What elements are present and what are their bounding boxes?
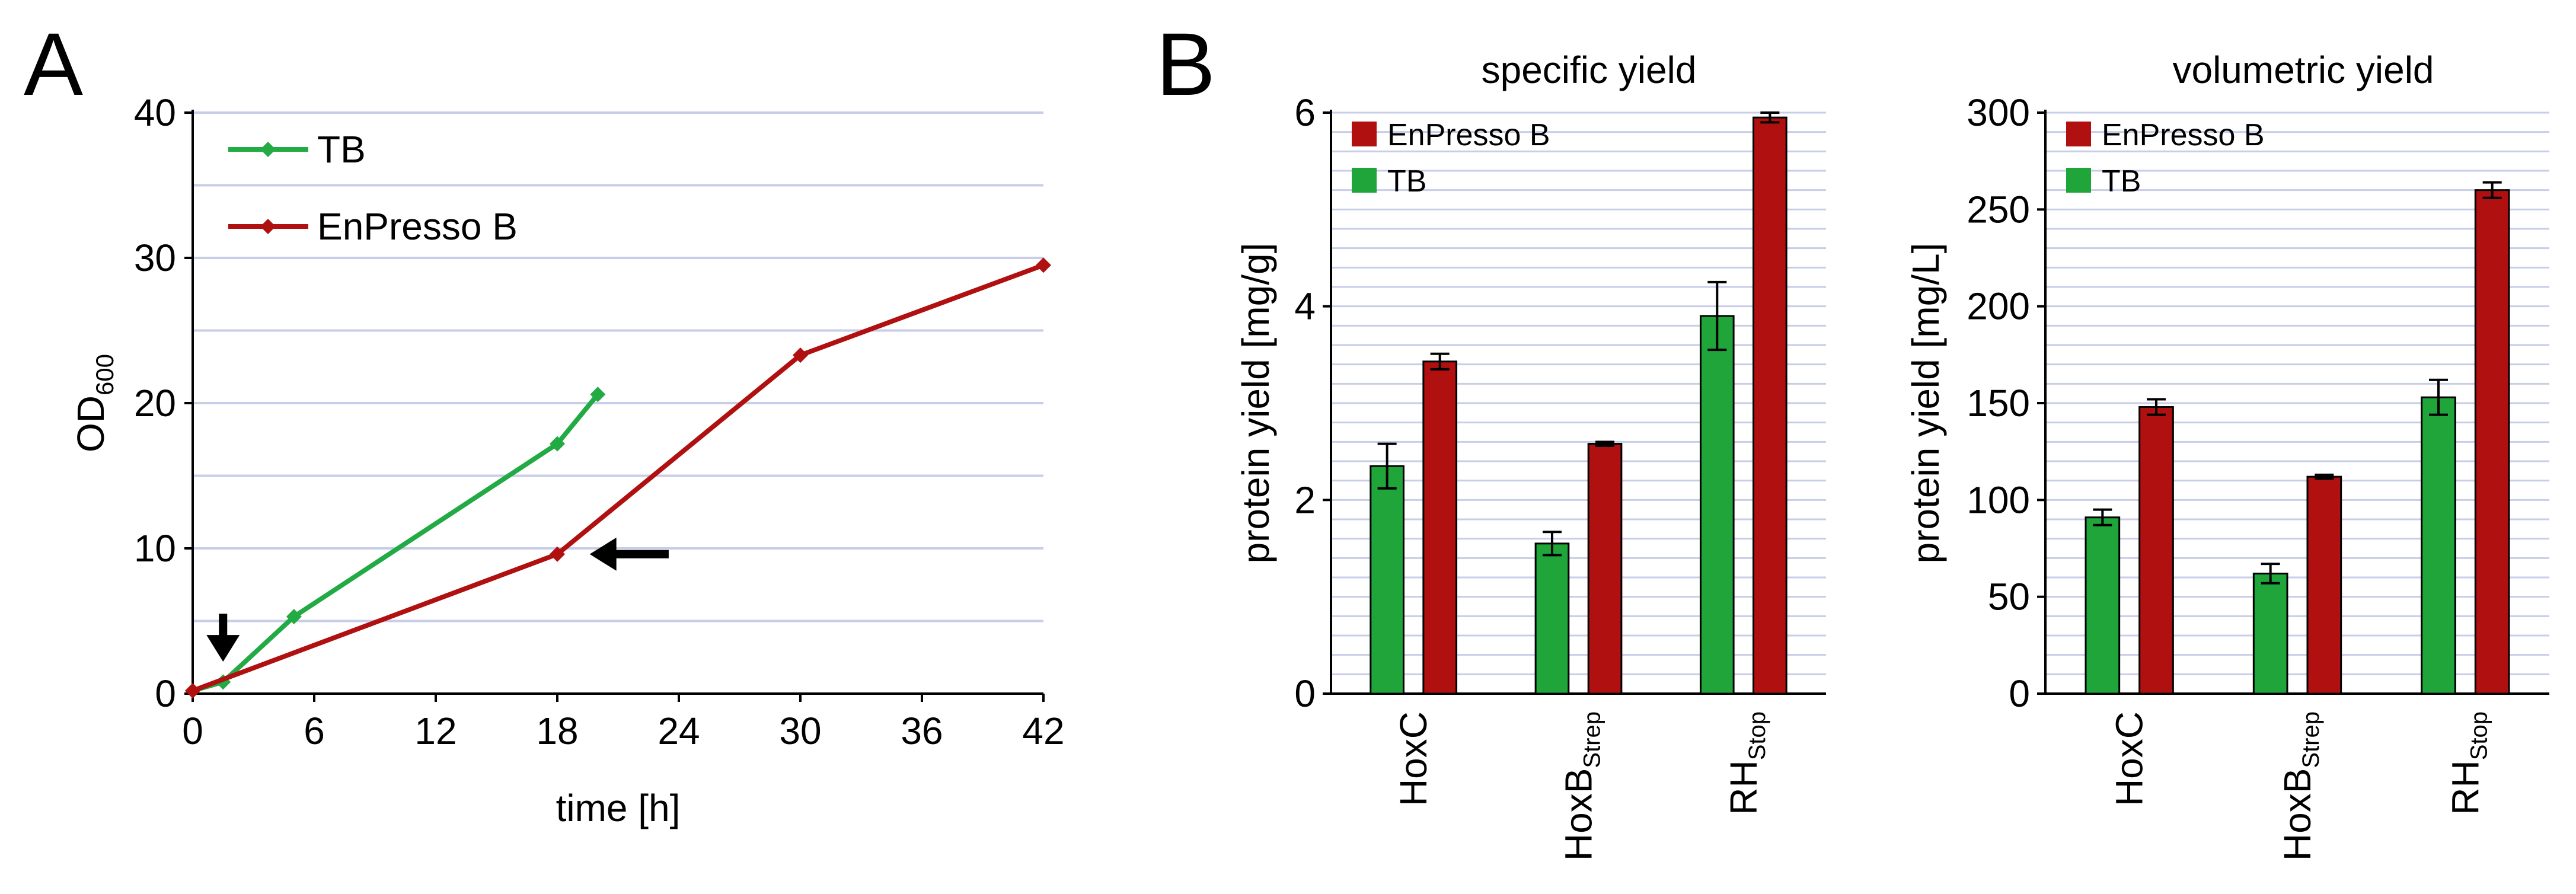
y-tick-label: 0 bbox=[155, 672, 176, 715]
legend-label: EnPresso B bbox=[317, 205, 518, 248]
legend-label: TB bbox=[2102, 164, 2141, 199]
x-axis-title: time [h] bbox=[556, 787, 681, 829]
y-tick-label: 40 bbox=[134, 91, 176, 134]
category-label-main: HoxB bbox=[2276, 768, 2319, 861]
data-point-marker bbox=[550, 436, 565, 452]
category-label-main: HoxB bbox=[1557, 768, 1600, 861]
y-axis-title-subscript: 600 bbox=[91, 354, 119, 395]
data-point-marker bbox=[1036, 257, 1051, 273]
panel-b-volumetric-yield-chart: 0 50 100 150 200 250 300 volumetric yield protei… bbox=[1904, 49, 2549, 861]
bar-enpresso-b bbox=[1587, 443, 1623, 695]
category-label-subscript: Stop bbox=[2466, 711, 2492, 760]
data-point-marker bbox=[286, 609, 302, 625]
category-label: RHStop bbox=[1722, 711, 1770, 815]
y-axis-title: protein yield [mg/g] bbox=[1234, 243, 1277, 564]
legend-swatch bbox=[2066, 168, 2091, 193]
y-tick-label: 30 bbox=[134, 237, 176, 279]
bar-tb bbox=[2085, 516, 2121, 695]
annotation-arrow-left-head bbox=[589, 537, 617, 571]
y-tick-label: 2 bbox=[1294, 478, 1316, 521]
y-tick-label: 250 bbox=[1967, 188, 2030, 231]
category-label-subscript: Strep bbox=[2298, 711, 2324, 768]
legend-swatch bbox=[1352, 168, 1377, 193]
bar-enpresso-b bbox=[1753, 116, 1787, 695]
x-tick-label: 30 bbox=[779, 710, 821, 752]
bar-tb bbox=[1699, 315, 1735, 695]
x-tick-label: 24 bbox=[657, 710, 700, 752]
y-axis-title: protein yield [mg/L] bbox=[1904, 243, 1947, 564]
x-tick-label: 36 bbox=[901, 710, 943, 752]
chart-title: volumetric yield bbox=[2172, 49, 2434, 91]
y-tick-label: 200 bbox=[1967, 285, 2030, 328]
data-point-marker bbox=[793, 347, 808, 363]
bar-tb bbox=[2421, 396, 2456, 695]
legend-label: EnPresso B bbox=[2102, 118, 2265, 152]
x-tick-label: 0 bbox=[182, 710, 203, 752]
series-line-tb bbox=[191, 392, 600, 693]
category-label-subscript: Strep bbox=[1579, 711, 1605, 768]
bar-tb bbox=[1370, 465, 1404, 695]
legend-swatch bbox=[1352, 122, 1377, 146]
y-tick-label: 100 bbox=[1967, 478, 2030, 521]
category-label: HoxC bbox=[2108, 711, 2151, 806]
legend-marker bbox=[260, 142, 276, 157]
bar-enpresso-b bbox=[2474, 189, 2510, 695]
category-label-subscript: Stop bbox=[1744, 711, 1770, 760]
legend-swatch bbox=[2066, 122, 2091, 146]
series-line-enpresso-b bbox=[191, 263, 1045, 693]
y-tick-label: 50 bbox=[1988, 576, 2030, 618]
y-tick-label: 10 bbox=[134, 527, 176, 570]
bar-enpresso-b bbox=[2138, 406, 2174, 695]
bar-enpresso-b bbox=[2306, 475, 2342, 695]
legend-label: EnPresso B bbox=[1387, 118, 1550, 152]
panel-b-specific-yield-chart: B 0 2 4 6 specific yield protein yield [mg/g]… bbox=[1156, 14, 1826, 861]
data-point-marker bbox=[185, 683, 200, 699]
y-tick-label: 4 bbox=[1294, 285, 1316, 328]
x-tick-label: 18 bbox=[536, 710, 578, 752]
bar-tb bbox=[2252, 572, 2288, 695]
y-axis-title-main: OD bbox=[69, 395, 112, 452]
y-tick-label: 20 bbox=[134, 382, 176, 424]
y-tick-label: 150 bbox=[1967, 382, 2030, 424]
category-label: HoxBStrep bbox=[1557, 711, 1605, 861]
panel-b-label: B bbox=[1156, 14, 1215, 114]
x-tick-label: 6 bbox=[304, 710, 325, 752]
y-axis-title: OD600 bbox=[69, 354, 119, 452]
legend-label: TB bbox=[317, 128, 366, 171]
category-label: HoxBStrep bbox=[2276, 711, 2324, 861]
category-label-main: HoxC bbox=[1392, 711, 1435, 806]
x-tick-label: 42 bbox=[1022, 710, 1064, 752]
annotation-arrow-down-head bbox=[206, 635, 240, 662]
panel-a-label: A bbox=[24, 14, 83, 114]
y-tick-label: 6 bbox=[1294, 91, 1316, 134]
legend-marker bbox=[260, 219, 276, 234]
data-point-marker bbox=[550, 546, 565, 562]
category-label-main: RH bbox=[2444, 760, 2486, 815]
category-label-main: HoxC bbox=[2108, 711, 2151, 806]
panel-a-growth-chart: A 0 10 20 30 40 0 6 12 18 24 30 36 42 time [h] OD600 TB… bbox=[24, 14, 1065, 829]
category-label: HoxC bbox=[1392, 711, 1435, 806]
category-label-main: RH bbox=[1722, 760, 1765, 815]
chart-title: specific yield bbox=[1482, 49, 1697, 91]
data-point-marker bbox=[590, 387, 606, 403]
y-tick-label: 300 bbox=[1967, 91, 2030, 134]
y-tick-label: 0 bbox=[2009, 672, 2030, 715]
bar-tb bbox=[1534, 542, 1570, 695]
x-tick-label: 12 bbox=[414, 710, 457, 752]
y-tick-label: 0 bbox=[1294, 672, 1316, 715]
legend-label: TB bbox=[1387, 164, 1426, 199]
bar-enpresso-b bbox=[1422, 360, 1458, 695]
category-label: RHStop bbox=[2444, 711, 2492, 815]
